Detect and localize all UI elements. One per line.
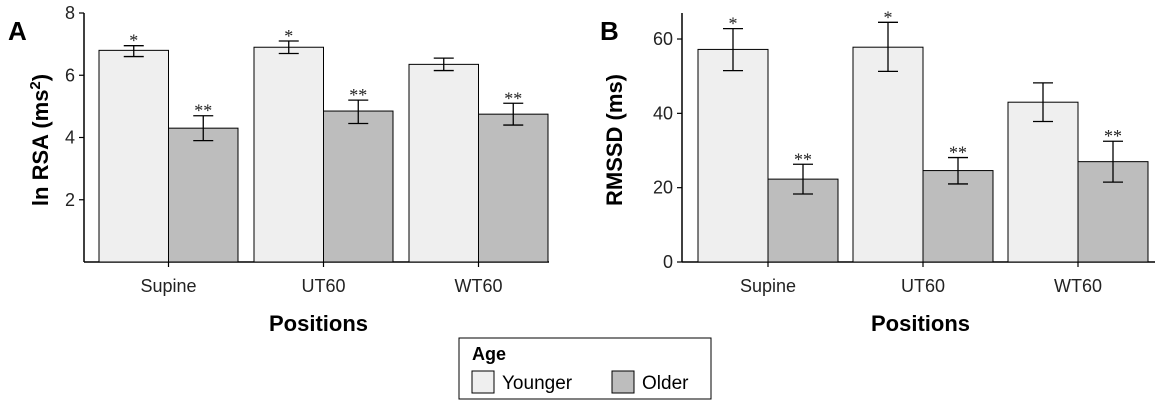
legend-swatch-younger xyxy=(471,370,495,394)
panel-b-chart: 0204060***Supine***UT60**WT60PositionsRM… xyxy=(600,7,1155,336)
bar-younger xyxy=(408,63,479,263)
y-tick-label: 20 xyxy=(653,178,673,198)
x-axis-title: Positions xyxy=(269,311,368,336)
significance-label: ** xyxy=(1104,126,1122,146)
x-tick-label: Supine xyxy=(740,276,796,296)
bar-younger xyxy=(852,46,924,263)
bar-younger xyxy=(697,48,769,263)
significance-label: ** xyxy=(949,143,967,163)
bar-younger xyxy=(98,49,169,263)
bar-younger xyxy=(1007,101,1079,263)
x-tick-label: UT60 xyxy=(901,276,945,296)
x-axis-title: Positions xyxy=(871,311,970,336)
panel-label: B xyxy=(600,16,619,46)
x-tick-label: WT60 xyxy=(454,276,502,296)
significance-label: * xyxy=(884,7,893,27)
bar-older xyxy=(922,170,994,263)
significance-label: * xyxy=(284,26,293,46)
legend-title: Age xyxy=(472,344,506,364)
bar-younger xyxy=(253,46,324,263)
panel-label: A xyxy=(8,16,27,46)
significance-label: ** xyxy=(794,149,812,169)
legend-swatch-older xyxy=(611,370,635,394)
legend-box xyxy=(458,337,712,400)
legend-label-older: Older xyxy=(642,373,689,394)
legend-label-younger: Younger xyxy=(502,373,573,394)
y-axis-title: ln RSA (ms2) xyxy=(27,74,53,206)
x-tick-label: UT60 xyxy=(301,276,345,296)
y-tick-label: 8 xyxy=(65,3,75,23)
y-tick-label: 40 xyxy=(653,103,673,123)
y-axis-title: RMSSD (ms) xyxy=(602,74,627,206)
legend: Age Younger Older xyxy=(458,337,712,400)
y-tick-label: 4 xyxy=(65,128,75,148)
significance-label: * xyxy=(129,31,138,51)
significance-label: * xyxy=(729,14,738,34)
significance-label: ** xyxy=(349,85,367,105)
y-tick-label: 2 xyxy=(65,190,75,210)
significance-label: ** xyxy=(504,88,522,108)
y-tick-label: 0 xyxy=(663,252,673,272)
significance-label: ** xyxy=(194,101,212,121)
x-tick-label: Supine xyxy=(140,276,196,296)
y-tick-label: 6 xyxy=(65,65,75,85)
y-tick-label: 60 xyxy=(653,29,673,49)
bar-older xyxy=(323,110,394,263)
bar-older xyxy=(168,127,239,263)
bar-older xyxy=(478,113,549,263)
x-tick-label: WT60 xyxy=(1054,276,1102,296)
